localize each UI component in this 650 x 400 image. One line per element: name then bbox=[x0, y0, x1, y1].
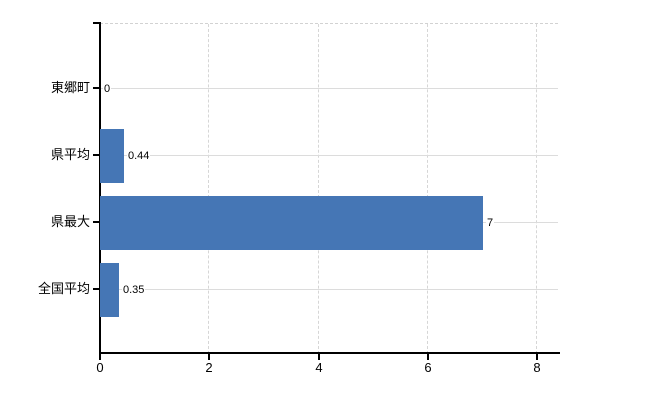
bar-value-label: 0 bbox=[103, 82, 112, 96]
gridline-vertical bbox=[318, 24, 319, 354]
x-tick-label: 8 bbox=[533, 360, 541, 375]
bar-value-label: 7 bbox=[486, 216, 495, 230]
x-axis-tick bbox=[427, 354, 429, 360]
gridline-vertical bbox=[536, 24, 537, 354]
gridline-horizontal bbox=[100, 155, 558, 156]
x-axis-tick bbox=[99, 354, 101, 360]
bar bbox=[100, 263, 119, 317]
gridline-vertical bbox=[427, 24, 428, 354]
bar-value-label: 0.35 bbox=[122, 283, 146, 297]
y-axis-tick bbox=[93, 87, 100, 89]
category-label: 県最大 bbox=[50, 214, 90, 229]
category-label: 全国平均 bbox=[37, 281, 90, 296]
y-axis-tick bbox=[93, 221, 100, 223]
bar bbox=[100, 196, 483, 250]
category-label: 県平均 bbox=[50, 147, 90, 162]
y-axis-tick bbox=[93, 288, 100, 290]
gridline-vertical bbox=[208, 24, 209, 354]
x-axis-tick bbox=[208, 354, 210, 360]
plot-area: 0 0.44 7 0.35 bbox=[100, 23, 558, 354]
x-tick-label: 4 bbox=[315, 360, 323, 375]
x-axis-tick bbox=[536, 354, 538, 360]
x-axis-tick bbox=[318, 354, 320, 360]
bar bbox=[100, 129, 124, 183]
gridline-horizontal bbox=[100, 88, 558, 89]
category-label: 東郷町 bbox=[50, 80, 90, 95]
x-tick-label: 0 bbox=[96, 360, 104, 375]
bar-value-label: 0.44 bbox=[127, 149, 151, 163]
y-axis-line bbox=[99, 23, 101, 353]
x-axis-line bbox=[99, 352, 560, 354]
gridline-horizontal bbox=[100, 289, 558, 290]
x-tick-label: 6 bbox=[424, 360, 432, 375]
y-axis-end-cap bbox=[93, 22, 101, 24]
y-axis-tick bbox=[93, 154, 100, 156]
x-tick-label: 2 bbox=[205, 360, 213, 375]
